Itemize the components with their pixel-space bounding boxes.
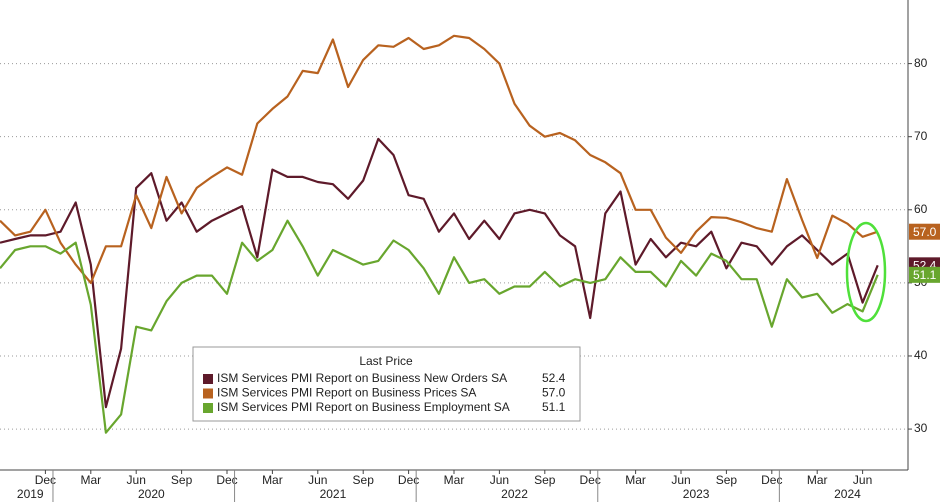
legend-label: ISM Services PMI Report on Business New …	[217, 371, 507, 385]
x-tick-label: Dec	[398, 473, 419, 487]
x-tick-label: Jun	[308, 473, 327, 487]
x-tick-label: Dec	[35, 473, 56, 487]
series-line	[0, 137, 879, 409]
legend-swatch	[203, 388, 213, 399]
x-tick-label: Mar	[444, 473, 465, 487]
x-tick-label: Mar	[807, 473, 828, 487]
last-value-tag	[909, 266, 940, 283]
y-tick-label: 40	[914, 348, 928, 362]
legend: Last Price ISM Services PMI Report on Bu…	[192, 346, 581, 422]
year-label: 2020	[138, 487, 165, 501]
x-tick-label: Jun	[490, 473, 509, 487]
x-tick-label: Jun	[671, 473, 690, 487]
x-tick-label: Sep	[171, 473, 193, 487]
last-value-tag-label: 51.1	[913, 268, 937, 282]
axis: 304050607080DecMarJunSepDecMarJunSepDecM…	[17, 56, 928, 502]
year-label: 2024	[834, 487, 861, 501]
x-tick-label: Jun	[127, 473, 146, 487]
last-value-tag-label: 57.0	[913, 225, 937, 239]
legend-swatch	[203, 403, 213, 413]
grid	[0, 63, 908, 430]
legend-title: Last Price	[359, 354, 413, 368]
tags: 52.451.157.0	[909, 223, 940, 283]
x-tick-label: Jun	[853, 473, 872, 487]
series-line	[0, 219, 879, 434]
x-tick-label: Dec	[216, 473, 237, 487]
legend-swatch	[203, 374, 213, 384]
x-tick-label: Sep	[353, 473, 375, 487]
legend-value: 52.4	[542, 371, 566, 385]
y-tick-label: 60	[914, 202, 928, 216]
lines	[0, 34, 879, 434]
last-value-tag	[909, 223, 940, 240]
series-line	[0, 34, 879, 284]
x-tick-label: Dec	[761, 473, 782, 487]
y-tick-label: 30	[914, 421, 928, 435]
x-tick-label: Mar	[262, 473, 283, 487]
legend-value: 57.0	[542, 386, 566, 400]
legend-label: ISM Services PMI Report on Business Pric…	[217, 386, 476, 400]
y-tick-label: 70	[914, 129, 928, 143]
x-tick-label: Mar	[625, 473, 646, 487]
year-label: 2021	[320, 487, 347, 501]
year-label: 2022	[501, 487, 528, 501]
year-label: 2019	[17, 487, 44, 501]
legend-label: ISM Services PMI Report on Business Empl…	[217, 400, 510, 414]
legend-box	[192, 346, 581, 422]
highlight-ellipse	[845, 221, 887, 323]
x-tick-label: Dec	[580, 473, 601, 487]
x-tick-label: Sep	[534, 473, 556, 487]
year-label: 2023	[683, 487, 710, 501]
legend-value: 51.1	[542, 400, 566, 414]
x-tick-label: Sep	[716, 473, 738, 487]
x-tick-label: Mar	[80, 473, 101, 487]
y-tick-label: 80	[914, 56, 928, 70]
